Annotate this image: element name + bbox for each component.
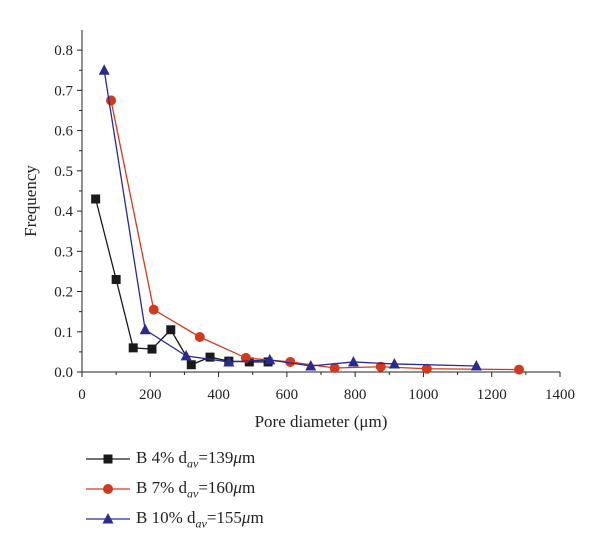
data-point bbox=[205, 352, 215, 362]
legend-item-b4: B 4% dav=139μm bbox=[84, 446, 384, 476]
x-tick-label: 0 bbox=[78, 387, 86, 403]
data-point bbox=[244, 357, 254, 367]
series-b-7- bbox=[106, 95, 525, 375]
data-point bbox=[111, 274, 121, 284]
legend-item-b7: B 7% dav=160μm bbox=[84, 476, 384, 506]
y-tick-label: 0.8 bbox=[54, 43, 73, 59]
y-tick-label: 0.0 bbox=[54, 365, 73, 381]
data-point bbox=[128, 343, 138, 353]
data-point bbox=[194, 331, 205, 342]
y-tick-label: 0.4 bbox=[54, 204, 73, 220]
pore-diameter-chart: 0 200 400 600 800 1000 1200 1400 0.0 0.1 0.2 0.3 0.4… bbox=[21, 30, 575, 431]
legend-swatch-marker bbox=[102, 513, 114, 524]
y-tick-label: 0.2 bbox=[54, 285, 73, 301]
data-point bbox=[98, 64, 110, 75]
data-point bbox=[106, 95, 117, 106]
x-axis-title: Pore diameter (μm) bbox=[255, 412, 388, 431]
data-point bbox=[223, 355, 235, 367]
x-tick-label: 1000 bbox=[408, 387, 438, 403]
x-tick-label: 200 bbox=[139, 387, 162, 403]
data-point bbox=[329, 362, 340, 373]
y-axis-title: Frequency bbox=[21, 165, 40, 237]
x-tick-label: 400 bbox=[207, 387, 230, 403]
y-tick-label: 0.7 bbox=[54, 83, 73, 99]
tick-labels: 0 200 400 600 800 1000 1200 1400 0.0 0.1 0.2 0.3 0.4… bbox=[54, 43, 575, 403]
data-point bbox=[186, 360, 196, 370]
legend-swatch-b4 bbox=[86, 454, 130, 464]
data-point bbox=[388, 357, 400, 369]
data-point bbox=[421, 363, 432, 374]
x-tick-label: 600 bbox=[276, 387, 299, 403]
legend-swatch-marker bbox=[103, 484, 113, 494]
legend-swatch-b7 bbox=[86, 484, 130, 494]
legend-item-b10: B 10% dav=155μm bbox=[84, 506, 384, 536]
legend-label-b4: B 4% dav=139μm bbox=[136, 448, 256, 471]
data-point bbox=[147, 344, 157, 354]
legend-swatch-b10 bbox=[86, 513, 130, 524]
axes bbox=[81, 30, 560, 373]
series-b-4- bbox=[91, 194, 273, 370]
data-point bbox=[470, 359, 482, 371]
data-point bbox=[285, 356, 296, 367]
data-point bbox=[375, 361, 386, 372]
data-point bbox=[514, 364, 525, 375]
data-point bbox=[91, 194, 101, 204]
data-point bbox=[347, 355, 359, 367]
series-line bbox=[103, 70, 477, 367]
data-point bbox=[139, 323, 151, 335]
y-tick-label: 0.6 bbox=[54, 124, 73, 140]
x-tick-label: 800 bbox=[344, 387, 367, 403]
data-point bbox=[166, 325, 176, 335]
series-b-10- bbox=[98, 64, 482, 371]
data-point bbox=[264, 353, 276, 365]
series-layer bbox=[91, 64, 525, 375]
x-tick-label: 1200 bbox=[477, 387, 507, 403]
x-tick-label: 1400 bbox=[545, 387, 575, 403]
series-line bbox=[95, 198, 269, 366]
legend-label-b7: B 7% dav=160μm bbox=[136, 478, 256, 501]
y-tick-label: 0.5 bbox=[54, 164, 73, 180]
legend: B 4% dav=139μm B 7% dav=160μm B 10% dav=… bbox=[84, 446, 384, 536]
ticks bbox=[77, 49, 561, 377]
data-point bbox=[305, 359, 317, 371]
data-point bbox=[180, 349, 192, 361]
legend-swatch-marker bbox=[103, 454, 113, 464]
legend-label-b10: B 10% dav=155μm bbox=[136, 508, 264, 531]
data-point bbox=[148, 304, 159, 315]
y-tick-label: 0.3 bbox=[54, 244, 73, 260]
y-tick-label: 0.1 bbox=[54, 325, 73, 341]
